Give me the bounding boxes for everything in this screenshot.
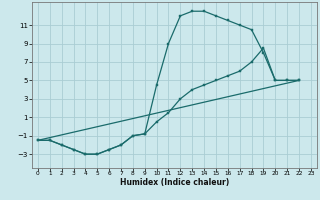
X-axis label: Humidex (Indice chaleur): Humidex (Indice chaleur) [120, 178, 229, 187]
